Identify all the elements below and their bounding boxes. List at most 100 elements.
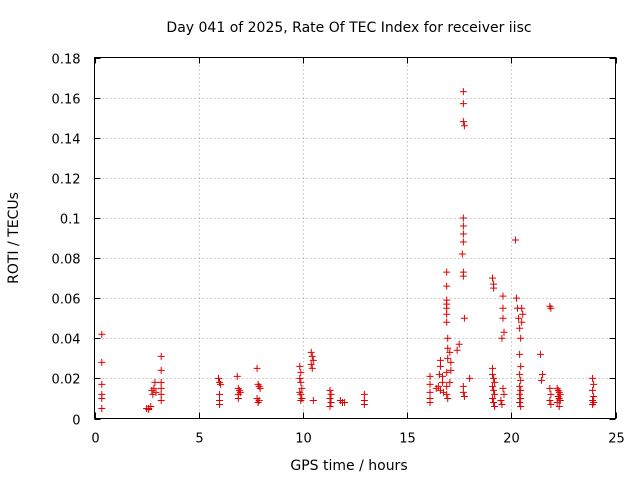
data-point xyxy=(254,398,262,406)
data-point xyxy=(489,394,497,402)
data-point xyxy=(539,370,547,378)
y-tick-label: 0.12 xyxy=(52,173,81,188)
y-tick-labels: 0 0.02 0.04 0.06 0.08 0.1 0.12 0.14 0.16 0.18 xyxy=(52,53,81,429)
data-point xyxy=(444,394,452,402)
data-point xyxy=(297,368,305,376)
data-point xyxy=(491,390,499,398)
data-point xyxy=(327,390,335,398)
data-point xyxy=(157,390,165,398)
plot-frame xyxy=(94,57,616,419)
x-tick-label: 25 xyxy=(608,432,625,447)
data-point xyxy=(513,294,521,302)
data-point xyxy=(515,314,523,322)
data-point xyxy=(489,274,497,282)
data-point xyxy=(98,358,106,366)
data-point xyxy=(489,382,497,390)
data-point xyxy=(491,402,499,410)
data-point xyxy=(459,118,467,126)
data-point xyxy=(151,378,159,386)
data-point xyxy=(216,400,224,408)
data-point xyxy=(297,378,305,386)
data-point xyxy=(516,382,524,390)
data-point xyxy=(326,386,334,394)
data-point xyxy=(497,396,505,404)
data-point xyxy=(426,372,434,380)
data-point xyxy=(439,372,447,380)
data-point xyxy=(460,392,468,400)
data-point xyxy=(466,374,474,382)
data-point xyxy=(446,348,454,356)
data-point xyxy=(516,398,524,406)
data-point xyxy=(589,374,597,382)
data-points xyxy=(98,88,598,413)
data-point xyxy=(499,384,507,392)
data-point xyxy=(500,390,508,398)
data-point xyxy=(458,250,466,258)
data-point xyxy=(491,378,499,386)
data-point xyxy=(490,284,498,292)
data-point xyxy=(297,396,305,404)
x-tick-labels: 0 5 10 15 20 25 xyxy=(91,432,624,447)
data-point xyxy=(459,230,467,238)
data-point xyxy=(296,374,304,382)
data-point xyxy=(434,382,442,390)
data-point xyxy=(459,222,467,230)
data-point xyxy=(446,378,454,386)
data-point xyxy=(98,394,106,402)
data-point xyxy=(553,398,561,406)
data-point xyxy=(307,348,315,356)
data-point xyxy=(500,328,508,336)
data-point xyxy=(589,386,597,394)
data-point xyxy=(459,214,467,222)
data-point xyxy=(326,394,334,402)
y-tick-label: 0.06 xyxy=(52,293,81,308)
data-point xyxy=(447,358,455,366)
data-point xyxy=(460,122,468,130)
y-tick-label: 0.14 xyxy=(52,133,81,148)
x-axis-label: GPS time / hours xyxy=(290,458,407,474)
data-point xyxy=(518,318,526,326)
data-point xyxy=(516,390,524,398)
data-point xyxy=(256,384,264,392)
data-point xyxy=(459,238,467,246)
data-point xyxy=(157,384,165,392)
data-point xyxy=(234,394,242,402)
y-tick-label: 0.18 xyxy=(52,53,81,68)
data-point xyxy=(517,402,525,410)
data-point xyxy=(98,404,106,412)
y-tick-label: 0.02 xyxy=(52,373,81,388)
data-point xyxy=(298,384,306,392)
data-point xyxy=(444,334,452,342)
data-point xyxy=(217,380,225,388)
data-point xyxy=(443,282,451,290)
data-point xyxy=(516,324,524,332)
data-point xyxy=(490,386,498,394)
x-tick-label: 15 xyxy=(399,432,416,447)
data-point xyxy=(547,304,555,312)
data-point xyxy=(516,350,524,358)
data-point xyxy=(444,354,452,362)
data-point xyxy=(157,378,165,386)
data-point xyxy=(443,390,451,398)
data-point xyxy=(517,376,525,384)
data-point xyxy=(436,356,444,364)
data-point xyxy=(518,304,526,312)
data-point xyxy=(216,390,224,398)
data-point xyxy=(233,372,241,380)
data-point xyxy=(459,382,467,390)
data-point xyxy=(296,362,304,370)
chart-title: Day 041 of 2025, Rate Of TEC Index for r… xyxy=(166,20,531,36)
y-tick-label: 0.16 xyxy=(52,93,81,108)
data-point xyxy=(498,334,506,342)
data-point xyxy=(516,370,524,378)
data-point xyxy=(489,370,497,378)
data-point xyxy=(360,400,368,408)
data-point xyxy=(426,388,434,396)
data-point xyxy=(489,364,497,372)
data-point xyxy=(308,352,316,360)
data-point xyxy=(98,330,106,338)
data-point xyxy=(490,398,498,406)
x-tick-label: 20 xyxy=(503,432,520,447)
data-point xyxy=(498,400,506,408)
data-point xyxy=(547,400,555,408)
